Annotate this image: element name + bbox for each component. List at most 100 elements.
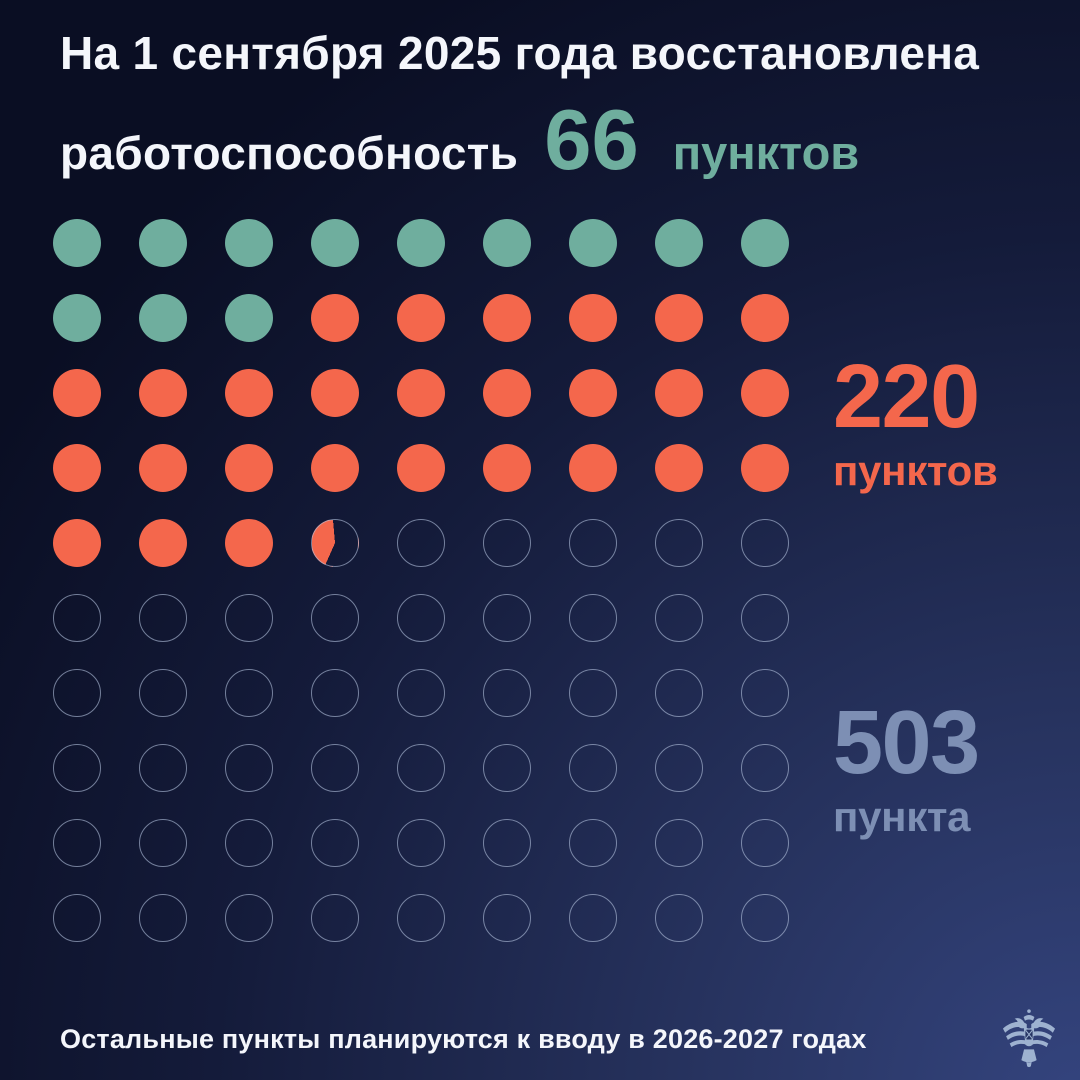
dot-outlined bbox=[483, 744, 531, 792]
dot-coral bbox=[569, 444, 617, 492]
dot-outlined bbox=[655, 594, 703, 642]
dot-teal bbox=[53, 219, 101, 267]
dot-outlined bbox=[311, 594, 359, 642]
dot-outlined bbox=[741, 519, 789, 567]
dot-outlined bbox=[483, 894, 531, 942]
dot-outlined bbox=[53, 894, 101, 942]
dot-outlined bbox=[311, 894, 359, 942]
dot-coral bbox=[569, 294, 617, 342]
dot-coral bbox=[311, 369, 359, 417]
dot-outlined bbox=[569, 594, 617, 642]
dot-outlined bbox=[139, 894, 187, 942]
dot-coral bbox=[53, 444, 101, 492]
dot-outlined bbox=[139, 744, 187, 792]
dot-outlined bbox=[569, 819, 617, 867]
dot-outlined bbox=[311, 744, 359, 792]
dot-outlined bbox=[225, 894, 273, 942]
dot-outlined bbox=[225, 594, 273, 642]
dot-outlined bbox=[655, 519, 703, 567]
restored-count-unit: пунктов bbox=[672, 125, 860, 179]
dot-coral bbox=[225, 444, 273, 492]
dot-outlined bbox=[397, 669, 445, 717]
dot-outlined bbox=[741, 744, 789, 792]
dot-coral bbox=[655, 444, 703, 492]
dot-teal bbox=[397, 219, 445, 267]
restored-count: 66 bbox=[544, 92, 639, 188]
dot-teal bbox=[139, 294, 187, 342]
title-line-2-text: работоспособность bbox=[60, 126, 519, 179]
stat-muted-number: 503 bbox=[833, 693, 980, 793]
page-title: На 1 сентября 2025 года восстановлена ра… bbox=[60, 27, 980, 188]
title-line-1: На 1 сентября 2025 года восстановлена bbox=[60, 27, 980, 79]
dot-outlined bbox=[483, 594, 531, 642]
dot-teal bbox=[569, 219, 617, 267]
dot-outlined bbox=[139, 594, 187, 642]
dot-teal bbox=[741, 219, 789, 267]
dot-outlined bbox=[741, 594, 789, 642]
dot-outlined bbox=[569, 744, 617, 792]
dot-outlined bbox=[53, 669, 101, 717]
dot-coral bbox=[139, 519, 187, 567]
dot-coral bbox=[53, 519, 101, 567]
dot-teal bbox=[311, 219, 359, 267]
title-line-2: работоспособность 66 пунктов bbox=[60, 92, 979, 188]
footer-note: Остальные пункты планируются к вводу в 2… bbox=[60, 1024, 867, 1054]
dot-outlined bbox=[225, 744, 273, 792]
dot-coral bbox=[741, 444, 789, 492]
dot-outlined bbox=[53, 819, 101, 867]
dot-teal bbox=[483, 219, 531, 267]
dot-outlined bbox=[655, 669, 703, 717]
dot-partial-coral bbox=[311, 519, 359, 567]
dot-outlined bbox=[139, 669, 187, 717]
dot-coral bbox=[397, 294, 445, 342]
dot-outlined bbox=[741, 819, 789, 867]
dot-outlined bbox=[741, 894, 789, 942]
dot-outlined bbox=[397, 594, 445, 642]
dot-grid bbox=[53, 219, 789, 942]
dot-outlined bbox=[311, 819, 359, 867]
dot-outlined bbox=[139, 819, 187, 867]
dot-teal bbox=[225, 294, 273, 342]
dot-coral bbox=[311, 444, 359, 492]
dot-coral bbox=[311, 294, 359, 342]
dot-coral bbox=[655, 369, 703, 417]
stat-muted-unit: пункта bbox=[833, 792, 971, 840]
dot-outlined bbox=[225, 669, 273, 717]
dot-coral bbox=[397, 369, 445, 417]
stat-coral: 220 пунктов bbox=[833, 347, 998, 495]
dot-outlined bbox=[655, 819, 703, 867]
dot-outlined bbox=[483, 819, 531, 867]
dot-outlined bbox=[311, 669, 359, 717]
dot-outlined bbox=[569, 669, 617, 717]
stat-coral-unit: пунктов bbox=[833, 446, 998, 494]
dot-outlined bbox=[53, 744, 101, 792]
dot-teal bbox=[53, 294, 101, 342]
dot-coral bbox=[569, 369, 617, 417]
dot-coral bbox=[139, 444, 187, 492]
dot-outlined bbox=[569, 894, 617, 942]
double-headed-eagle-icon bbox=[1002, 1009, 1056, 1068]
dot-teal bbox=[225, 219, 273, 267]
dot-outlined bbox=[53, 594, 101, 642]
dot-outlined bbox=[483, 669, 531, 717]
dot-outlined bbox=[397, 519, 445, 567]
dot-coral bbox=[53, 369, 101, 417]
dot-outlined bbox=[483, 519, 531, 567]
dot-outlined bbox=[397, 819, 445, 867]
dot-outlined bbox=[569, 519, 617, 567]
dot-outlined bbox=[397, 744, 445, 792]
stat-muted: 503 пункта bbox=[833, 693, 980, 841]
stat-coral-number: 220 bbox=[833, 347, 980, 447]
dot-outlined bbox=[655, 894, 703, 942]
dot-outlined bbox=[225, 819, 273, 867]
dot-teal bbox=[655, 219, 703, 267]
dot-coral bbox=[139, 369, 187, 417]
dot-outlined bbox=[655, 744, 703, 792]
dot-coral bbox=[225, 369, 273, 417]
dot-coral bbox=[655, 294, 703, 342]
dot-coral bbox=[741, 369, 789, 417]
dot-coral bbox=[483, 294, 531, 342]
dot-coral bbox=[483, 369, 531, 417]
dot-coral bbox=[225, 519, 273, 567]
